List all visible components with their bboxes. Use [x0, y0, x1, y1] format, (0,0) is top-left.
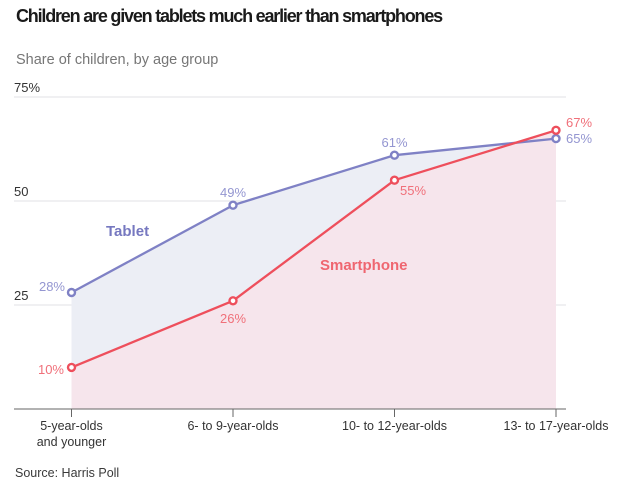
svg-text:67%: 67%	[566, 115, 592, 130]
svg-text:and younger: and younger	[37, 435, 107, 449]
svg-text:Tablet: Tablet	[106, 223, 149, 240]
svg-text:13- to 17-year-olds: 13- to 17-year-olds	[504, 419, 609, 433]
svg-text:26%: 26%	[220, 311, 246, 326]
svg-text:5-year-olds: 5-year-olds	[40, 419, 103, 433]
svg-text:10%: 10%	[38, 362, 64, 377]
svg-text:28%: 28%	[39, 279, 65, 294]
svg-text:49%: 49%	[220, 185, 246, 200]
svg-text:6- to 9-year-olds: 6- to 9-year-olds	[187, 419, 278, 433]
svg-text:10- to 12-year-olds: 10- to 12-year-olds	[342, 419, 447, 433]
svg-text:Smartphone: Smartphone	[320, 257, 408, 274]
svg-text:25: 25	[14, 288, 28, 303]
svg-text:Source: Harris Poll: Source: Harris Poll	[15, 466, 119, 480]
svg-text:50: 50	[14, 184, 28, 199]
svg-text:61%: 61%	[381, 135, 407, 150]
svg-text:55%: 55%	[400, 183, 426, 198]
svg-text:65%: 65%	[566, 131, 592, 146]
svg-text:75%: 75%	[14, 80, 40, 95]
